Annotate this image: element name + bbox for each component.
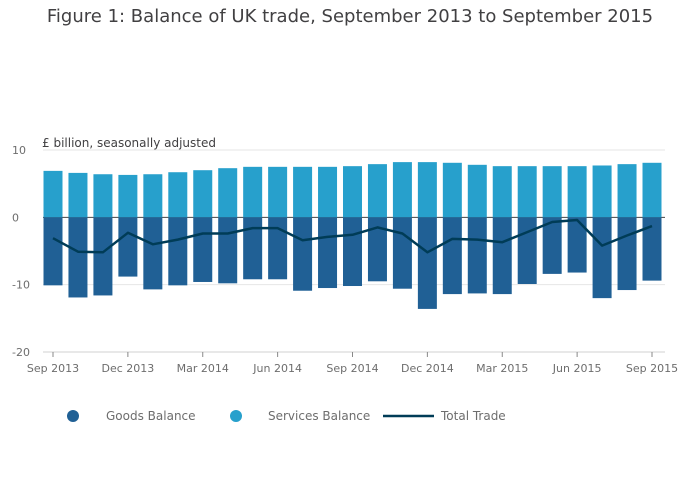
goods-bar bbox=[617, 217, 637, 291]
goods-bar bbox=[417, 217, 437, 309]
goods-bar bbox=[467, 217, 487, 294]
y-tick-label: -10 bbox=[12, 279, 30, 292]
services-bar bbox=[243, 166, 263, 218]
services-bar bbox=[218, 168, 238, 218]
services-bar bbox=[367, 164, 387, 218]
goods-bar bbox=[243, 217, 263, 280]
services-bar bbox=[542, 166, 562, 218]
legend-goods-marker bbox=[67, 410, 79, 422]
legend-goods-label: Goods Balance bbox=[106, 409, 196, 423]
x-tick-label: Sep 2013 bbox=[27, 362, 79, 375]
goods-bar bbox=[642, 217, 662, 281]
x-tick-label: Mar 2015 bbox=[476, 362, 528, 375]
goods-bar bbox=[218, 217, 238, 284]
y-axis-unit-label: £ billion, seasonally adjusted bbox=[42, 136, 216, 150]
goods-bar bbox=[392, 217, 412, 289]
services-bar bbox=[617, 164, 637, 218]
services-bar bbox=[193, 170, 213, 218]
goods-bar bbox=[492, 217, 512, 295]
total-trade-line bbox=[52, 218, 653, 254]
axes: 10 0 -10 -20 Sep 2013 Dec 2013 Mar 2014 Jun 201… bbox=[12, 144, 678, 375]
goods-bar bbox=[193, 217, 213, 282]
x-tick-label: Mar 2014 bbox=[177, 362, 229, 375]
x-tick-label: Sep 2014 bbox=[326, 362, 378, 375]
goods-bar bbox=[168, 217, 188, 286]
goods-bar bbox=[43, 217, 63, 286]
legend: Goods Balance Services Balance Total Trade bbox=[67, 409, 506, 423]
goods-bar bbox=[567, 217, 587, 273]
goods-bar bbox=[318, 217, 338, 289]
services-bar bbox=[492, 166, 512, 218]
services-bar bbox=[268, 166, 288, 218]
goods-bar bbox=[367, 217, 387, 282]
y-tick-label: -20 bbox=[12, 346, 30, 359]
services-bar bbox=[118, 174, 138, 218]
x-tick-label: Jun 2015 bbox=[552, 362, 602, 375]
services-bar bbox=[467, 164, 487, 218]
services-bar bbox=[417, 162, 437, 218]
services-bar bbox=[343, 166, 362, 218]
x-tick-label: Jun 2014 bbox=[252, 362, 302, 375]
goods-bar bbox=[592, 217, 612, 299]
x-tick-label: Dec 2013 bbox=[101, 362, 154, 375]
goods-bar bbox=[143, 217, 163, 290]
goods-bar bbox=[68, 217, 88, 298]
goods-bar bbox=[93, 217, 113, 296]
services-bar bbox=[293, 166, 313, 218]
legend-total-label: Total Trade bbox=[440, 409, 506, 423]
services-bar bbox=[68, 172, 88, 218]
goods-bar bbox=[118, 217, 138, 277]
services-bar bbox=[442, 162, 462, 218]
goods-bar bbox=[517, 217, 537, 284]
services-bar bbox=[517, 166, 537, 218]
bars bbox=[43, 162, 662, 309]
services-bar bbox=[143, 174, 163, 218]
services-bar bbox=[318, 166, 338, 218]
goods-bar bbox=[268, 217, 288, 280]
goods-bar bbox=[542, 217, 562, 274]
x-tick-label: Sep 2015 bbox=[626, 362, 678, 375]
goods-bar bbox=[442, 217, 462, 295]
services-bar bbox=[93, 174, 113, 218]
services-bar bbox=[592, 165, 612, 218]
services-bar bbox=[392, 162, 412, 218]
services-bar bbox=[168, 172, 188, 218]
chart-title: Figure 1: Balance of UK trade, September… bbox=[46, 6, 654, 27]
services-bar bbox=[642, 162, 662, 218]
services-bar bbox=[43, 170, 63, 218]
total-trade-line-group bbox=[52, 218, 653, 254]
y-tick-label: 10 bbox=[12, 144, 26, 157]
y-tick-label: 0 bbox=[12, 211, 19, 224]
x-tick-label: Dec 2014 bbox=[401, 362, 454, 375]
goods-bar bbox=[293, 217, 313, 291]
legend-services-label: Services Balance bbox=[268, 409, 370, 423]
legend-services-marker bbox=[230, 410, 242, 422]
goods-bar bbox=[343, 217, 362, 287]
services-bar bbox=[567, 166, 587, 218]
